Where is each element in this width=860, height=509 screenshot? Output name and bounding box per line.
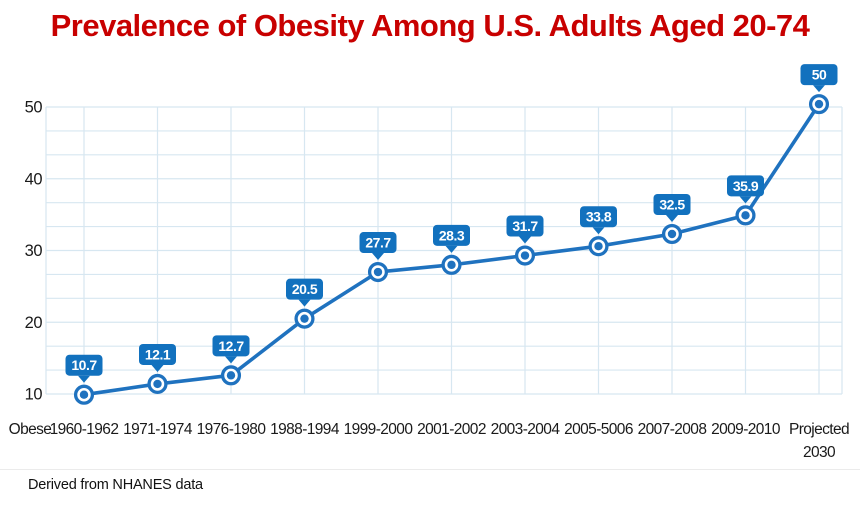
- data-label-value: 31.7: [512, 218, 538, 234]
- x-axis-category-label: 2005-5006: [564, 421, 633, 438]
- data-label-value: 28.3: [439, 227, 465, 243]
- data-label-pointer: [813, 85, 825, 93]
- x-axis-category-label: 1960-1962: [50, 421, 119, 438]
- x-axis-category-label: 1988-1994: [270, 421, 340, 438]
- data-label-pointer: [739, 196, 752, 204]
- x-axis-category-label: 1976-1980: [197, 421, 267, 438]
- data-label-callout: [359, 232, 397, 254]
- y-axis-tick-label: 40: [25, 170, 43, 188]
- data-label-pointer: [78, 375, 90, 383]
- data-label-pointer: [151, 364, 164, 372]
- data-label-pointer: [666, 214, 678, 222]
- data-point-dot: [79, 390, 89, 399]
- x-axis-category-label: Projected 2030: [789, 421, 849, 461]
- data-label-value: 20.5: [292, 281, 318, 297]
- source-note: Derived from NHANES data: [28, 477, 203, 493]
- footer-divider: [0, 469, 860, 470]
- data-point-dot: [447, 260, 456, 270]
- data-point-dot: [153, 379, 162, 389]
- data-label-value: 32.5: [659, 196, 685, 212]
- data-label-value: 33.8: [586, 209, 612, 225]
- data-label-value: 10.7: [71, 357, 97, 373]
- x-axis-category-label: 2007-2008: [638, 421, 707, 438]
- data-point-dot: [741, 211, 750, 220]
- data-label-callout: [727, 175, 764, 197]
- data-label-value: 27.7: [365, 235, 391, 251]
- y-axis-tick-label: 30: [25, 242, 43, 260]
- data-point-dot: [373, 267, 383, 277]
- data-label-value: 12.1: [145, 346, 171, 362]
- x-axis-category-label: 2009-2010: [711, 421, 781, 438]
- data-point-dot: [300, 314, 309, 323]
- series-label-obese: Obese: [9, 421, 52, 438]
- data-label-pointer: [298, 299, 311, 307]
- chart-title: Prevalence of Obesity Among U.S. Adults …: [50, 8, 810, 43]
- y-axis-tick-label: 20: [25, 314, 43, 332]
- data-label-value: 50: [812, 67, 827, 83]
- data-label-pointer: [372, 253, 384, 261]
- x-axis-category-label: 1971-1974: [123, 421, 193, 438]
- data-label-pointer: [519, 236, 531, 244]
- data-point-dot: [594, 241, 603, 251]
- data-label-callout: [286, 278, 323, 300]
- x-axis-category-label: 2001-2002: [417, 421, 486, 438]
- data-label-callout: [653, 193, 691, 215]
- data-label-pointer: [445, 245, 458, 253]
- data-label-pointer: [225, 356, 237, 364]
- y-axis-tick-label: 10: [25, 386, 43, 404]
- data-point-dot: [226, 371, 236, 380]
- data-label-callout: [65, 354, 103, 376]
- data-label-value: 35.9: [733, 178, 759, 194]
- data-label-value: 12.7: [218, 338, 244, 354]
- data-label-callout: [139, 343, 176, 365]
- data-point-dot: [667, 229, 677, 239]
- data-label-callout: [580, 206, 617, 228]
- y-axis-tick-label: 50: [25, 99, 43, 117]
- data-label-callout: [433, 224, 470, 246]
- data-label-callout: [800, 64, 838, 86]
- data-label-callout: [212, 335, 250, 357]
- x-axis-category-label: 2003-2004: [491, 421, 561, 438]
- data-label-pointer: [592, 227, 605, 235]
- data-point-dot: [814, 99, 824, 109]
- data-label-callout: [506, 215, 544, 237]
- x-axis-category-label: 1999-2000: [344, 421, 414, 438]
- data-point-dot: [520, 251, 530, 260]
